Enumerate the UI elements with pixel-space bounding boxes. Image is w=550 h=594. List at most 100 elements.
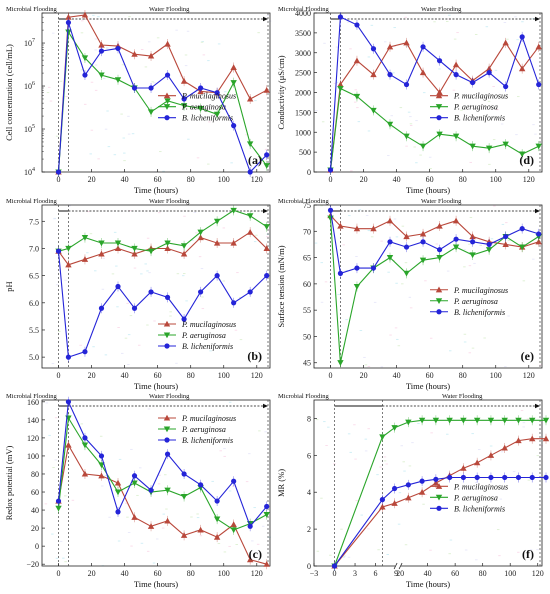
speckle — [97, 16, 100, 18]
speckle — [228, 545, 231, 547]
speckle — [196, 517, 200, 519]
speckle — [512, 471, 516, 473]
speckle — [532, 258, 535, 260]
data-point — [460, 474, 467, 481]
speckle — [363, 356, 366, 358]
speckle — [107, 146, 111, 148]
speckle — [196, 157, 200, 159]
data-point — [391, 485, 398, 492]
speckle — [520, 410, 524, 412]
speckle — [101, 485, 104, 487]
speckle — [144, 263, 147, 265]
x-tick-label: 40 — [424, 569, 432, 578]
speckle — [500, 123, 504, 125]
data-point — [419, 478, 425, 484]
speckle — [104, 354, 108, 356]
data-point — [65, 399, 72, 405]
y-tick-label: 1000 — [295, 128, 311, 137]
data-point — [501, 417, 508, 424]
legend-entry: B. licheniformis — [454, 504, 505, 513]
data-point — [198, 289, 204, 295]
data-point — [452, 61, 460, 68]
speckle — [422, 92, 426, 94]
data-point — [231, 478, 237, 484]
y-tick-label: 4000 — [295, 9, 311, 18]
series-line — [334, 476, 546, 567]
speckle — [403, 470, 406, 472]
speckle — [176, 273, 180, 275]
speckle — [140, 542, 144, 544]
y-tick-label: 65 — [303, 254, 311, 263]
legend: P. mucilaginosus P. aeruginosa B. lichenif… — [158, 320, 236, 351]
speckle — [364, 450, 368, 452]
speckle — [48, 434, 51, 436]
speckle — [86, 252, 89, 254]
speckle — [147, 41, 151, 43]
speckle — [184, 54, 188, 56]
y-tick-label: 2 — [307, 525, 311, 534]
microbial-flooding-label: Microbial Flooding — [278, 393, 329, 400]
data-point — [164, 451, 171, 457]
speckle — [94, 270, 97, 272]
data-point — [436, 115, 442, 121]
x-tick-label: 20 — [88, 569, 96, 578]
x-tick-label: 40 — [121, 175, 129, 184]
speckle — [376, 474, 379, 476]
y-tick-label: 100 — [27, 452, 39, 461]
speckle — [397, 523, 401, 525]
data-point — [81, 256, 89, 262]
data-point — [403, 244, 410, 250]
speckle — [128, 210, 132, 212]
data-point — [81, 11, 89, 18]
x-tick-label: 80 — [187, 175, 195, 184]
data-point — [337, 270, 344, 276]
data-point — [418, 417, 426, 424]
speckle — [118, 458, 122, 460]
x-tick-label: 60 — [451, 569, 459, 578]
data-point — [386, 255, 394, 261]
speckle — [469, 161, 472, 163]
water-flooding-label: Water Flooding — [149, 393, 190, 400]
speckle — [399, 107, 403, 109]
y-tick-label: 50 — [303, 332, 311, 341]
x-tick-label: 40 — [393, 175, 401, 184]
speckle — [324, 281, 328, 283]
speckle — [94, 49, 97, 51]
data-point — [147, 248, 155, 255]
x-tick-label: 20 — [360, 175, 368, 184]
speckle — [407, 111, 411, 113]
x-tick-label: 100 — [504, 569, 516, 578]
data-point — [81, 442, 89, 449]
x-tick-label: 20 — [396, 569, 404, 578]
y-tick-label: 8 — [307, 414, 311, 423]
data-point — [131, 514, 138, 520]
speckle — [474, 33, 478, 35]
data-point — [163, 414, 171, 421]
speckle — [379, 466, 382, 468]
data-point — [391, 425, 398, 431]
data-point — [180, 250, 188, 257]
data-point — [213, 218, 221, 225]
data-point — [114, 245, 122, 252]
speckle — [517, 551, 520, 553]
data-point — [82, 435, 88, 441]
speckle — [217, 43, 221, 45]
legend: P. mucilaginosus P. aeruginosa B. lichenif… — [158, 414, 236, 445]
panel-d: Microbial Flooding Water Flooding05001000… — [276, 6, 543, 195]
series-line — [57, 399, 268, 528]
y-tick-label: 70 — [303, 227, 311, 236]
data-point — [164, 115, 170, 121]
data-point — [163, 92, 171, 99]
data-point — [536, 231, 542, 237]
speckle — [146, 270, 149, 272]
speckle — [485, 26, 489, 28]
speckle — [266, 236, 269, 238]
data-point — [164, 98, 171, 105]
speckle — [471, 347, 475, 349]
speckle — [94, 64, 98, 66]
data-point — [181, 471, 187, 477]
speckle — [162, 170, 165, 172]
speckle — [449, 539, 453, 541]
data-point — [474, 474, 480, 481]
data-point — [230, 80, 237, 86]
